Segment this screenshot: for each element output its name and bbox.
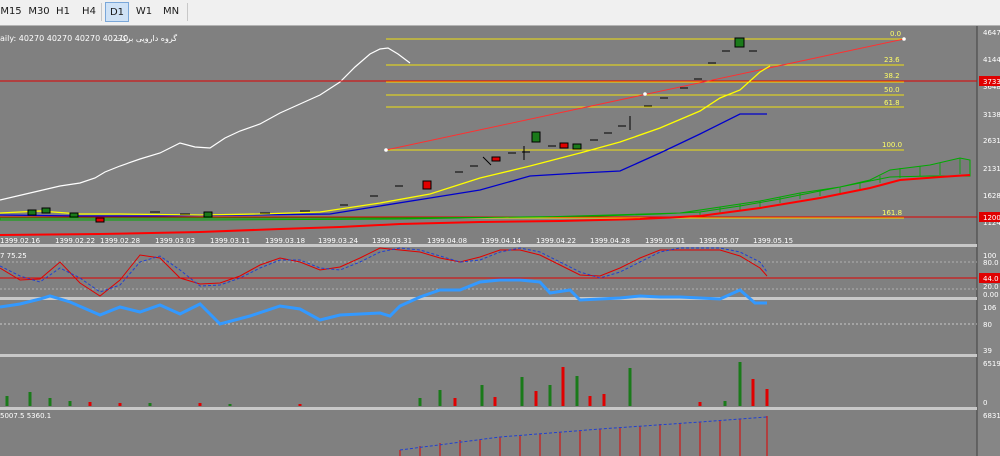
fib-label-50: 50.0 [884,86,900,94]
obv-pane: 5007.5 5360.1 6831 [0,412,1000,456]
date-label-3: 1399.03.03 [155,237,195,245]
rsi-level-106: 106 [983,304,997,312]
price-label-0: 4647 [983,29,1000,37]
tf-mn-button[interactable]: MN [162,6,180,17]
price-label-4: 2631 [983,137,1000,145]
white-ma-line [0,47,411,201]
ma-slow-line [0,113,767,217]
tf-h1-button[interactable]: H1 [56,6,70,17]
price-tag-upper: 3733 [983,78,1000,86]
fib-label-161: 161.8 [882,209,902,217]
red-lower-line [0,174,971,236]
chart-symbol-name: گروه دارویی برکت [115,33,177,43]
price-label-7: 1124 [983,219,1000,227]
date-label-13: 1399.05.07 [699,237,739,245]
date-label-14: 1399.05.15 [753,237,793,245]
tf-w1-button[interactable]: W1 [135,6,153,17]
date-label-10: 1399.04.22 [536,237,576,245]
pane-divider-3[interactable] [0,354,977,357]
price-label-1: 4144 [983,56,1000,64]
obv-label: 5007.5 5360.1 [0,412,51,420]
rsi-level-39: 39 [983,347,992,355]
pane-divider-1[interactable] [0,244,977,247]
stoch-level-44: 44.0 [983,275,999,283]
date-label-6: 1399.03.24 [318,237,359,245]
price-label-2: 3648 [983,83,1000,91]
date-label-7: 1399.03.31 [372,237,412,245]
ma-fast-line [0,65,771,216]
timeframe-toolbar: M15 M30 H1 H4 D1 W1 MN [0,0,1000,26]
stoch-level-100: 100 [983,252,996,260]
volume-bottom: 0 [983,399,987,407]
price-label-5: 2131 [983,165,1000,173]
volume-pane: 6519 0 [5,360,1000,407]
tf-h4-button[interactable]: H4 [82,6,96,17]
stoch-level-20: 20.0 [983,283,999,291]
fib-label-0: 0.0 [890,30,901,38]
date-label-2: 1399.02.28 [100,237,140,245]
date-label-1: 1399.02.22 [55,237,95,245]
date-label-9: 1399.04.14 [481,237,522,245]
stoch-label: 7 75.25 [0,252,27,260]
main-price-pane: aily: 40270 40270 40270 40270 گروه داروی… [0,29,1000,245]
rsi-level-80: 80 [983,321,992,329]
tf-d1-button[interactable]: D1 [105,2,129,22]
chart-info-label: aily: 40270 40270 40270 40270 [0,34,128,43]
obv-top: 6831 [983,412,1000,420]
date-label-8: 1399.04.08 [427,237,467,245]
tf-m30-button[interactable]: M30 [28,6,50,17]
date-label-5: 1399.03.18 [265,237,305,245]
date-label-4: 1399.03.11 [210,237,250,245]
date-label-0: 1399.02.16 [0,237,41,245]
fib-label-61: 61.8 [884,99,900,107]
chart-area[interactable]: aily: 40270 40270 40270 40270 گروه داروی… [0,25,1000,456]
pane-divider-2[interactable] [0,297,977,300]
fib-label-23: 23.6 [884,56,900,64]
rsi-pane: 106 80 39 [0,278,997,355]
date-label-11: 1399.04.28 [590,237,630,245]
fib-label-100: 100.0 [882,141,902,149]
pane-divider-4[interactable] [0,407,977,410]
stoch-level-0: 0.00 [983,291,999,299]
price-label-3: 3138 [983,111,1000,119]
price-label-6: 1628 [983,192,1000,200]
date-label-12: 1399.05.01 [645,237,685,245]
tf-m15-button[interactable]: M15 [0,6,22,17]
price-tag-lower: 1200 [983,214,1000,222]
stoch-level-80: 80.0 [983,259,999,267]
volume-top: 6519 [983,360,1000,368]
stoch-pane: 7 75.25 100 80.0 20.0 0.00 44.0 [0,247,1000,299]
fib-label-38: 38.2 [884,72,900,80]
